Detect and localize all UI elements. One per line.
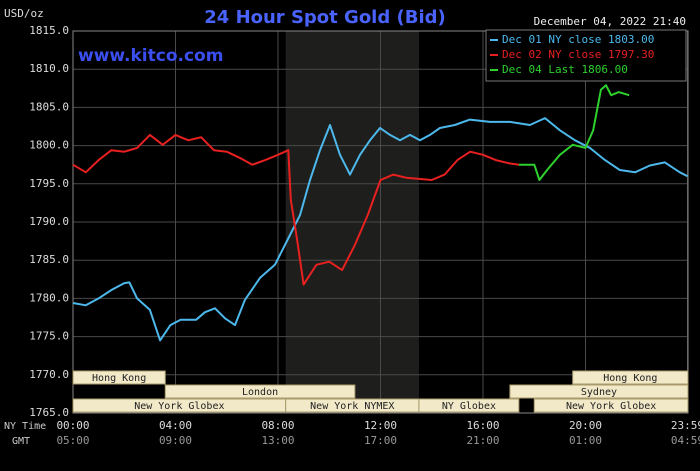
session-label: Hong Kong bbox=[603, 373, 657, 384]
x-tick-label: 12:00 bbox=[364, 419, 397, 432]
legend-label: Dec 04 Last 1806.00 bbox=[502, 63, 628, 76]
session-label: London bbox=[242, 387, 278, 398]
y-tick-label: 1795.0 bbox=[29, 177, 69, 190]
series-line bbox=[72, 133, 520, 286]
timestamp: December 04, 2022 21:40 bbox=[534, 15, 686, 28]
y-tick-label: 1780.0 bbox=[29, 291, 69, 304]
x-gmt-label: 13:00 bbox=[261, 434, 294, 447]
y-tick-label: 1765.0 bbox=[29, 406, 69, 419]
x-gmt-label: 09:00 bbox=[159, 434, 192, 447]
session-label: New York Globex bbox=[134, 401, 224, 412]
session-label: New York NYMEX bbox=[310, 401, 394, 412]
session-box bbox=[72, 370, 166, 385]
x-gmt-label: 05:00 bbox=[56, 434, 89, 447]
y-tick-label: 1810.0 bbox=[29, 62, 69, 75]
x-gmt-label: 04:59 bbox=[671, 434, 700, 447]
y-axis-label: USD/oz bbox=[4, 7, 44, 20]
session-box bbox=[164, 384, 356, 399]
x-tick-label: 23:59 bbox=[671, 419, 700, 432]
legend-label: Dec 01 NY close 1803.00 bbox=[502, 33, 654, 46]
session-label: New York Globex bbox=[566, 401, 656, 412]
x-tick-label: 20:00 bbox=[569, 419, 602, 432]
session-box bbox=[509, 384, 689, 399]
session-label: Sydney bbox=[581, 387, 617, 398]
session-box bbox=[418, 398, 520, 413]
series-line bbox=[518, 84, 630, 181]
x-gmt-label: 21:00 bbox=[466, 434, 499, 447]
series-line bbox=[72, 117, 688, 342]
session-box bbox=[572, 370, 689, 385]
x-gmt-label: 01:00 bbox=[569, 434, 602, 447]
y-tick-label: 1805.0 bbox=[29, 100, 69, 113]
x-gmt-label: 17:00 bbox=[364, 434, 397, 447]
y-tick-label: 1815.0 bbox=[29, 24, 69, 37]
x-tick-label: 16:00 bbox=[466, 419, 499, 432]
y-tick-label: 1800.0 bbox=[29, 139, 69, 152]
chart-title: 24 Hour Spot Gold (Bid) bbox=[204, 7, 445, 28]
y-tick-label: 1770.0 bbox=[29, 368, 69, 381]
x-tick-label: 08:00 bbox=[261, 419, 294, 432]
watermark: www.kitco.com bbox=[78, 46, 223, 66]
x-row-label: NY Time bbox=[4, 421, 46, 432]
legend-box bbox=[485, 29, 687, 82]
y-tick-label: 1790.0 bbox=[29, 215, 69, 228]
x-tick-label: 04:00 bbox=[159, 419, 192, 432]
y-tick-label: 1785.0 bbox=[29, 253, 69, 266]
legend-label: Dec 02 NY close 1797.30 bbox=[502, 48, 654, 61]
session-box bbox=[533, 398, 689, 413]
session-label: NY Globex bbox=[442, 401, 496, 412]
y-tick-label: 1775.0 bbox=[29, 330, 69, 343]
plot-border bbox=[72, 30, 689, 414]
x-tick-label: 00:00 bbox=[56, 419, 89, 432]
x-row-label: GMT bbox=[12, 436, 30, 447]
session-label: Hong Kong bbox=[92, 373, 146, 384]
